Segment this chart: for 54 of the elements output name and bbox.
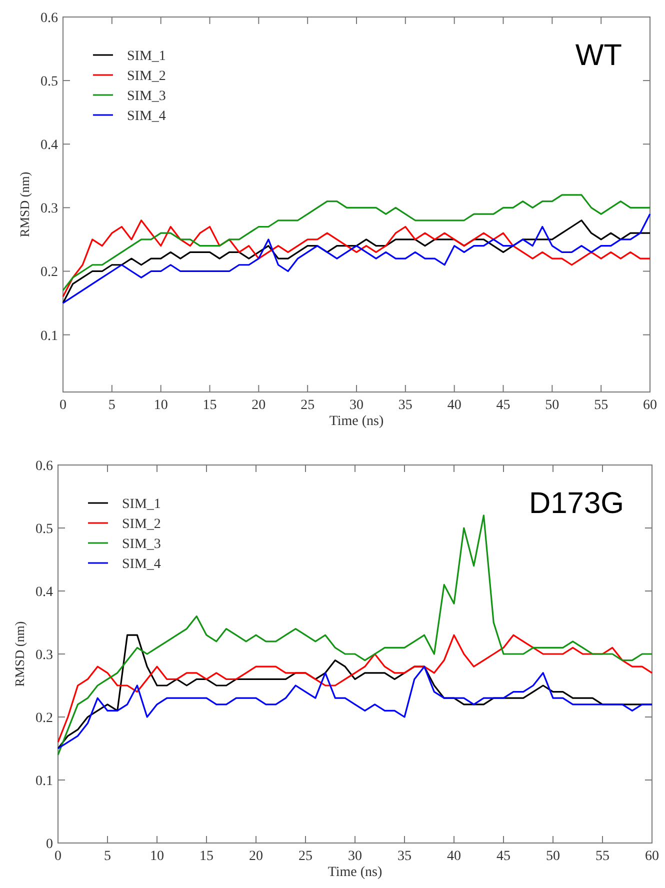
x-tick-label: 10: [150, 849, 164, 864]
x-tick-label: 60: [645, 849, 659, 864]
y-tick-label: 0.6: [40, 11, 58, 26]
y-tick-label: 0.4: [36, 585, 53, 600]
x-tick-label: 35: [398, 849, 412, 864]
y-tick-label: 0.2: [40, 265, 58, 280]
x-tick-label: 5: [104, 849, 111, 864]
text: WT: [575, 39, 622, 72]
legend-label: SIM_4: [127, 109, 166, 124]
y-tick-label: 0.3: [36, 648, 53, 663]
y-tick-label: 0.4: [40, 138, 58, 154]
x-tick-label: 5: [108, 398, 116, 413]
y-axis-title: RMSD (nm): [17, 172, 32, 238]
line-series: [57, 666, 653, 750]
x-axis-title: Time (ns): [329, 414, 384, 429]
x-tick-label: 45: [496, 398, 510, 413]
y-tick-label: 0.6: [36, 459, 53, 474]
x-tick-label: 15: [202, 398, 217, 413]
x-tick-label: 45: [496, 849, 510, 864]
x-tick-label: 30: [348, 849, 362, 864]
x-tick-label: 30: [350, 398, 364, 413]
y-tick-label: 0: [46, 837, 53, 852]
x-tick-label: 40: [447, 398, 462, 413]
text: D173G: [528, 487, 624, 520]
x-tick-label: 50: [546, 849, 560, 864]
y-tick-label: 0.2: [36, 711, 53, 726]
legend-label: SIM_4: [122, 557, 161, 572]
legend-label: SIM_1: [127, 49, 166, 64]
y-tick-label: 0.1: [36, 774, 53, 789]
x-tick-label: 25: [298, 849, 312, 864]
x-tick-label: 60: [643, 398, 657, 413]
x-tick-label: 10: [154, 398, 168, 413]
x-tick-label: 55: [594, 398, 608, 413]
legend-label: SIM_2: [122, 517, 161, 532]
legend-label: SIM_2: [127, 69, 166, 84]
legend-label: SIM_1: [122, 497, 161, 512]
legend-label: SIM_3: [122, 537, 161, 552]
legend-label: SIM_3: [127, 89, 166, 104]
x-tick-label: 25: [300, 398, 315, 413]
x-tick-label: 35: [398, 398, 412, 413]
y-tick-label: 0.5: [40, 74, 58, 90]
x-tick-label: 50: [545, 398, 560, 413]
y-axis-title: RMSD (nm): [12, 621, 27, 687]
x-tick-label: 20: [252, 398, 266, 413]
x-tick-label: 15: [200, 849, 214, 864]
line-series: [62, 194, 651, 292]
x-tick-label: 55: [596, 849, 610, 864]
x-tick-label: 20: [249, 849, 263, 864]
x-axis-title: Time (ns): [328, 865, 382, 880]
y-tick-label: 0.5: [36, 522, 53, 537]
y-tick-label: 0.1: [40, 328, 58, 344]
y-tick-label: 0.3: [40, 202, 58, 217]
line-series: [57, 514, 653, 756]
x-tick-label: 40: [447, 849, 461, 864]
